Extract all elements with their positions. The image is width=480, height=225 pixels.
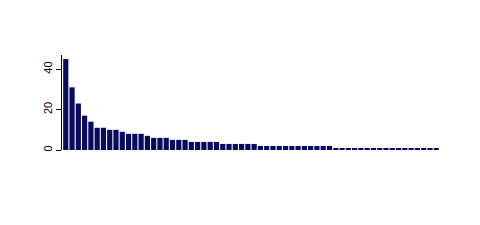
svg-text:20: 20 — [42, 102, 54, 114]
svg-text:0: 0 — [42, 145, 54, 151]
svg-text:40: 40 — [42, 61, 54, 73]
